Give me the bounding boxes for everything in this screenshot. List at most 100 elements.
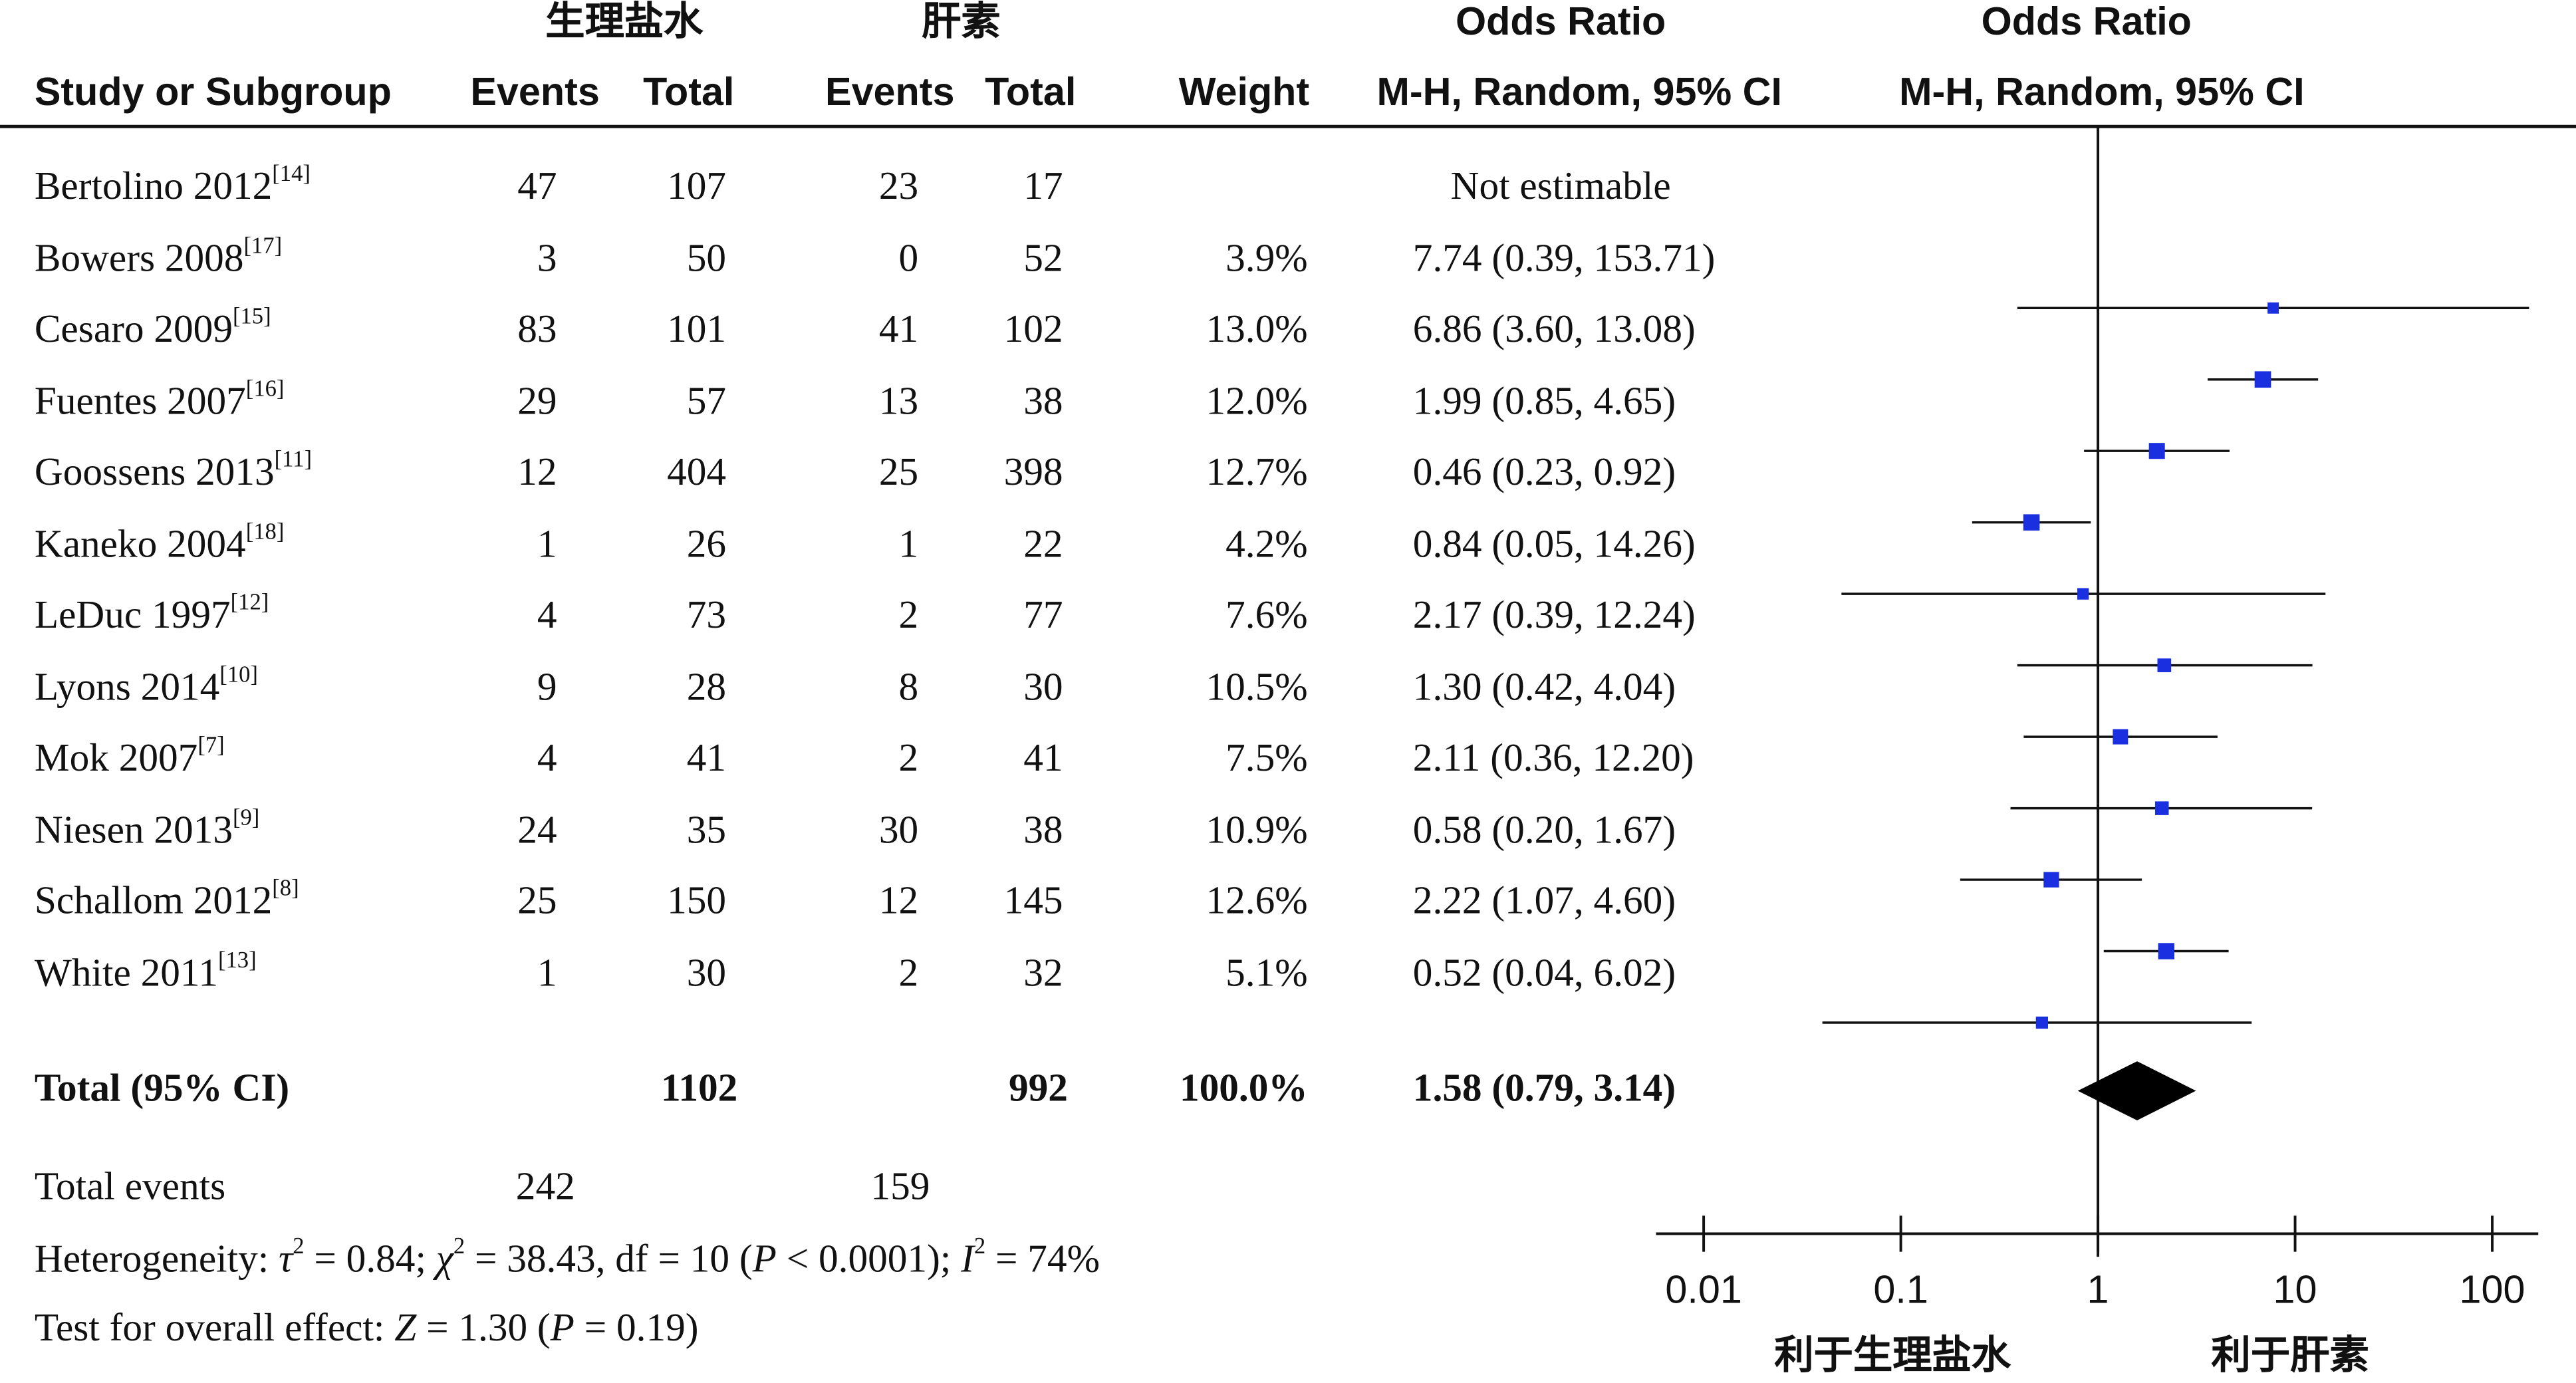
- method-column-header-text: M-H, Random, 95% CI: [1376, 70, 1782, 115]
- study-marker: [2023, 514, 2040, 531]
- events-group1: 24: [517, 809, 557, 852]
- total-group1: 404: [667, 451, 727, 495]
- total-group1: 35: [686, 809, 727, 852]
- favours-right-label: 利于肝素: [2211, 1334, 2369, 1378]
- study-name-text: Mok 2007: [34, 737, 198, 781]
- events-group1: 4: [537, 594, 557, 638]
- study-reference: [11]: [274, 448, 313, 473]
- study-name-text: Bowers 2008: [34, 237, 244, 281]
- total-group2: 41: [1023, 737, 1063, 781]
- study-name: LeDuc 1997[12]: [35, 592, 269, 636]
- total-group1: 50: [686, 237, 727, 281]
- events-group1: 29: [517, 380, 557, 424]
- study-name: Fuentes 2007[16]: [34, 378, 285, 424]
- total-group2: 52: [1023, 237, 1063, 281]
- study-name-text: Bertolino 2012: [34, 166, 273, 209]
- total-group1: 107: [667, 166, 727, 209]
- events-group2: 2: [898, 594, 919, 638]
- total-group2: 38: [1023, 809, 1063, 852]
- total-group1: 26: [686, 523, 727, 566]
- study-reference: [14]: [272, 162, 311, 188]
- study-weight: 12.6%: [1206, 880, 1308, 924]
- total-events-label: Total events: [34, 1166, 226, 1209]
- study-reference: [16]: [245, 377, 285, 402]
- total-group2: 22: [1023, 523, 1063, 566]
- study-weight: 12.0%: [1206, 380, 1308, 424]
- study-name: Bertolino 2012[14]: [34, 164, 311, 209]
- study-weight: 7.5%: [1225, 737, 1308, 781]
- favours-left-label: 利于生理盐水: [1774, 1334, 2011, 1378]
- total-ci: 1.58 (0.79, 3.14): [1412, 1067, 1676, 1111]
- events2-column-header: Events: [825, 70, 955, 115]
- total-group1: 28: [686, 666, 727, 709]
- total-group2: 32: [1023, 951, 1063, 995]
- x-axis-tick-label: 10: [2273, 1268, 2317, 1313]
- study-reference: [7]: [197, 734, 225, 759]
- study-name-text: Fuentes 2007: [34, 380, 246, 424]
- study-reference: [10]: [219, 662, 258, 688]
- study-odds-ratio-ci: 2.11 (0.36, 12.20): [1412, 737, 1694, 781]
- events-group2: 13: [878, 380, 919, 424]
- odds-ratio-header-text: Odds Ratio: [1456, 0, 1666, 45]
- study-marker: [2113, 729, 2128, 745]
- x-axis-tick-label: 0.1: [1873, 1268, 1928, 1313]
- study-odds-ratio-ci: 1.30 (0.42, 4.04): [1412, 666, 1676, 709]
- study-odds-ratio-ci: 2.17 (0.39, 12.24): [1412, 594, 1696, 638]
- study-reference: [15]: [232, 305, 271, 330]
- study-name-text: Kaneko 2004: [34, 523, 246, 566]
- pooled-effect-diamond: [2077, 1061, 2196, 1121]
- total-group1: 57: [686, 380, 727, 424]
- events-group2: 0: [898, 237, 919, 281]
- study-weight: 4.2%: [1225, 523, 1308, 566]
- total-group1: 101: [667, 309, 727, 352]
- events-group2: 23: [878, 166, 919, 209]
- group2-header: 肝素: [922, 0, 1001, 45]
- study-odds-ratio-ci: 7.74 (0.39, 153.71): [1412, 237, 1716, 281]
- events-group2: 8: [898, 666, 919, 709]
- total-group2: 102: [1003, 309, 1063, 352]
- study-name-text: Lyons 2014: [34, 666, 220, 709]
- study-name: Lyons 2014[10]: [34, 664, 258, 709]
- total-group1: 30: [686, 951, 727, 995]
- events-group1: 1: [537, 951, 557, 995]
- study-reference: [12]: [230, 591, 269, 616]
- study-name: Bowers 2008[17]: [34, 235, 282, 281]
- events-group1: 4: [537, 737, 557, 781]
- total2-column-header: Total: [985, 70, 1077, 115]
- events-group2: 25: [878, 451, 919, 495]
- study-odds-ratio-ci: 0.52 (0.04, 6.02): [1412, 951, 1676, 995]
- study-name: Schallom 2012[8]: [34, 878, 299, 924]
- study-reference: [8]: [272, 877, 299, 902]
- total-group2: 38: [1023, 380, 1063, 424]
- overall-effect-text: Test for overall effect: Z = 1.30 (P = 0…: [34, 1307, 699, 1350]
- events-group1: 1: [537, 523, 557, 566]
- study-name: Cesaro 2009[15]: [35, 307, 271, 350]
- study-marker: [2157, 658, 2172, 672]
- study-name: White 2011[13]: [35, 949, 257, 993]
- weight-column-header: Weight: [1178, 70, 1310, 115]
- events-group1: 83: [517, 309, 557, 352]
- events1-column-header: Events: [470, 70, 600, 115]
- study-name: Niesen 2013[9]: [34, 807, 259, 852]
- study-odds-ratio-ci: 0.84 (0.05, 14.26): [1412, 523, 1696, 566]
- study-name-text: Niesen 2013: [34, 809, 233, 852]
- events-group2: 30: [878, 809, 919, 852]
- study-name: Mok 2007[7]: [34, 735, 225, 781]
- study-reference: [9]: [232, 805, 260, 830]
- study-odds-ratio-ci: 1.99 (0.85, 4.65): [1412, 380, 1676, 424]
- study-weight: 13.0%: [1206, 309, 1308, 352]
- events-group1: 12: [517, 451, 557, 495]
- header-rule: [0, 124, 2576, 128]
- total-events-group2: 159: [870, 1166, 930, 1209]
- study-odds-ratio-ci: 2.22 (1.07, 4.60): [1412, 880, 1676, 924]
- study-odds-ratio-ci: 0.58 (0.20, 1.67): [1412, 809, 1676, 852]
- study-reference: [18]: [245, 519, 285, 545]
- study-reference: [13]: [217, 948, 257, 973]
- group1-header: 生理盐水: [545, 0, 704, 45]
- study-weight: 7.6%: [1225, 594, 1308, 638]
- events-group1: 47: [517, 166, 557, 209]
- study-name-text: Schallom 2012: [34, 880, 273, 924]
- total-group2: 145: [1003, 880, 1063, 924]
